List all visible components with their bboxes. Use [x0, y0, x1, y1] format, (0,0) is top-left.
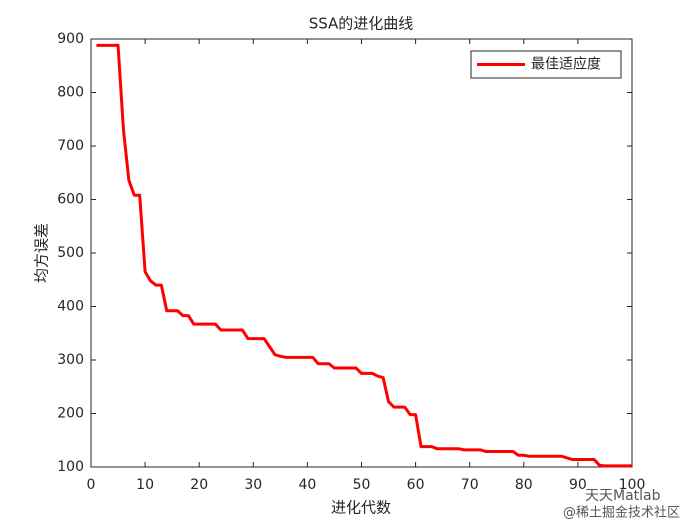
plot-area	[90, 38, 633, 468]
x-axis-label: 进化代数	[331, 499, 391, 517]
x-tick-label: 10	[136, 477, 154, 493]
y-tick-label: 100	[57, 459, 84, 475]
line	[96, 43, 632, 468]
watermark: @稀土掘金技术社区	[563, 505, 680, 521]
x-tick-label: 20	[190, 477, 208, 493]
chart-title: SSA的进化曲线	[309, 15, 414, 33]
y-tick-label: 500	[57, 245, 84, 261]
y-tick-label: 400	[57, 299, 84, 315]
y-tick-label: 200	[57, 406, 84, 422]
y-tick-label: 900	[57, 31, 84, 47]
y-tick-label: 600	[57, 192, 84, 208]
x-tick-label: 0	[87, 477, 96, 493]
y-tick-label: 800	[57, 85, 84, 101]
x-tick-label: 90	[569, 477, 587, 493]
legend-label: 最佳适应度	[531, 56, 601, 73]
x-tick-label: 40	[298, 477, 316, 493]
y-axis-label: 均方误差	[33, 223, 51, 283]
watermark: 天天Matlab	[585, 488, 661, 504]
x-tick-label: 60	[407, 477, 425, 493]
x-tick-label: 70	[461, 477, 479, 493]
y-tick-label: 300	[57, 352, 84, 368]
y-tick-label: 700	[57, 138, 84, 154]
x-tick-label: 100	[619, 477, 646, 493]
x-tick-label: 50	[353, 477, 371, 493]
x-tick-label: 30	[244, 477, 262, 493]
x-tick-label: 80	[515, 477, 533, 493]
